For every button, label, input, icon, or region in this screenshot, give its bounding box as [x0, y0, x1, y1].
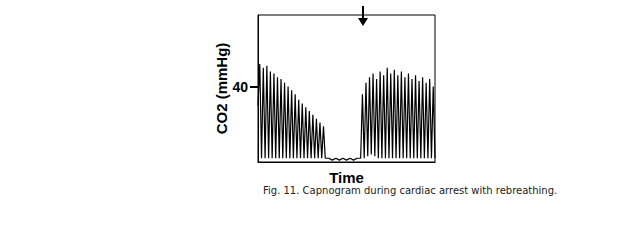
svg-text:Time: Time — [329, 169, 364, 186]
svg-text:Fig. 11. Capnogram during card: Fig. 11. Capnogram during cardiac arrest… — [263, 185, 557, 196]
svg-text:CO2 (mmHg): CO2 (mmHg) — [213, 43, 230, 135]
svg-text:40: 40 — [232, 79, 248, 95]
